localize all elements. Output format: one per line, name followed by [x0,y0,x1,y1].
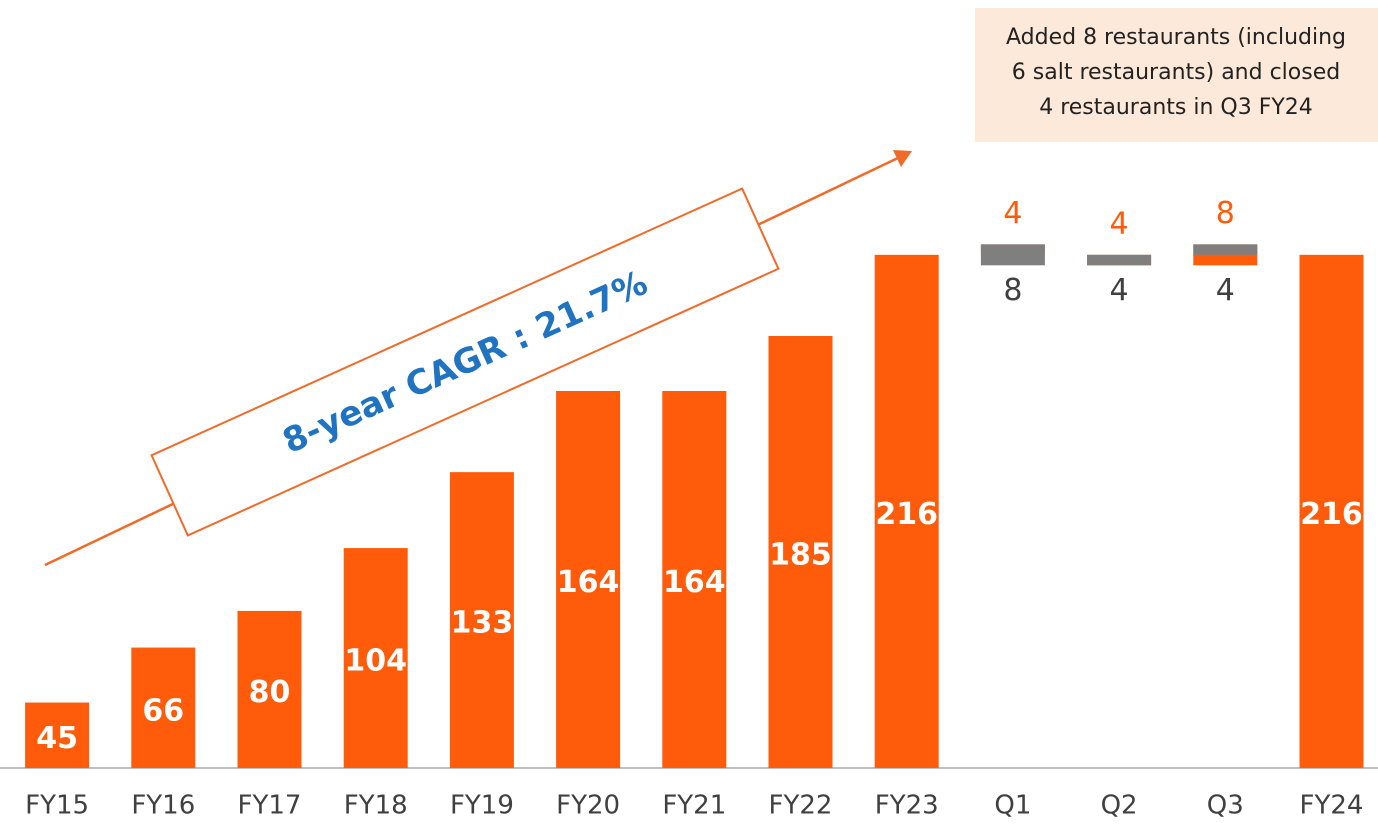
bar [874,254,939,768]
bar [343,548,408,768]
bar [662,390,727,768]
x-tick-label: FY16 [131,791,195,821]
x-tick-label: Q1 [994,791,1031,821]
annotation-line: 6 salt restaurants) and closed [1012,60,1340,85]
bar-label: 216 [1300,497,1363,532]
bar [556,390,621,768]
added-label: 8 [1216,196,1235,231]
arrow-head [893,150,912,167]
added-label: 4 [1110,206,1129,241]
bar-label: 104 [344,644,407,679]
x-tick-label: Q2 [1101,791,1138,821]
bar-label: 185 [769,538,832,573]
closed-bar [1087,254,1152,266]
bar [25,702,90,768]
bar-label: 164 [663,565,726,600]
annotation-line: 4 restaurants in Q3 FY24 [1039,95,1313,120]
x-tick-label: FY15 [25,791,89,821]
bar [449,472,514,768]
bar [237,610,302,768]
bar-label: 80 [249,675,291,710]
x-tick-label: Q3 [1207,791,1244,821]
x-tick-label: FY23 [875,791,939,821]
bar-label: 133 [451,606,514,641]
x-tick-label: FY19 [450,791,514,821]
bar [768,336,833,768]
bar-label: 66 [142,693,184,728]
x-tick-label: FY17 [238,791,302,821]
closed-bar [1193,244,1258,255]
annotation-line: Added 8 restaurants (including [1006,25,1346,50]
closed-label: 4 [1110,273,1129,308]
x-tick-label: FY20 [556,791,620,821]
annotation-box [975,8,1378,142]
bar-label: 164 [557,565,620,600]
cagr-box [150,187,780,537]
closed-bar [980,244,1045,266]
closed-label: 4 [1216,273,1235,308]
x-tick-label: FY18 [344,791,408,821]
bar-label: 216 [875,497,938,532]
closed-label: 8 [1003,273,1022,308]
added-label: 4 [1003,196,1022,231]
x-tick-label: FY22 [769,791,833,821]
bar [1299,254,1364,768]
bar-label: 45 [36,721,78,756]
x-tick-label: FY24 [1300,791,1364,821]
bar [131,647,196,768]
x-tick-label: FY21 [662,791,726,821]
